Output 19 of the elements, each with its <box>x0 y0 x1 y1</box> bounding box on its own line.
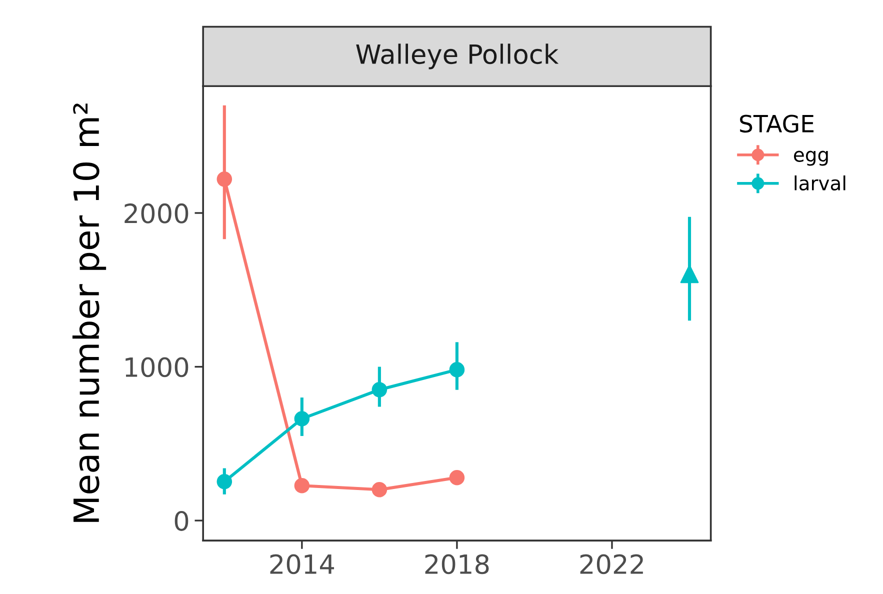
point <box>449 470 465 486</box>
point <box>372 382 388 398</box>
legend-title: STAGE <box>740 114 814 133</box>
x-tick-label: 2022 <box>580 554 643 574</box>
x-tick-label: 2018 <box>425 554 489 574</box>
x-tick-label: 2014 <box>270 554 334 574</box>
y-tick-label: 0 <box>174 510 188 531</box>
y-tick-label: 1000 <box>126 357 188 378</box>
y-tick-label: 2000 <box>124 203 188 224</box>
point <box>372 482 388 498</box>
point <box>294 478 310 494</box>
point <box>216 172 232 187</box>
point <box>294 411 310 426</box>
y-axis-title: Mean number per 10 m² <box>72 104 106 522</box>
legend-label: larval <box>794 175 846 190</box>
legend-label: egg <box>794 150 828 166</box>
point <box>449 362 465 378</box>
point <box>216 474 232 490</box>
chart-title: Walleye Pollock <box>356 44 559 70</box>
